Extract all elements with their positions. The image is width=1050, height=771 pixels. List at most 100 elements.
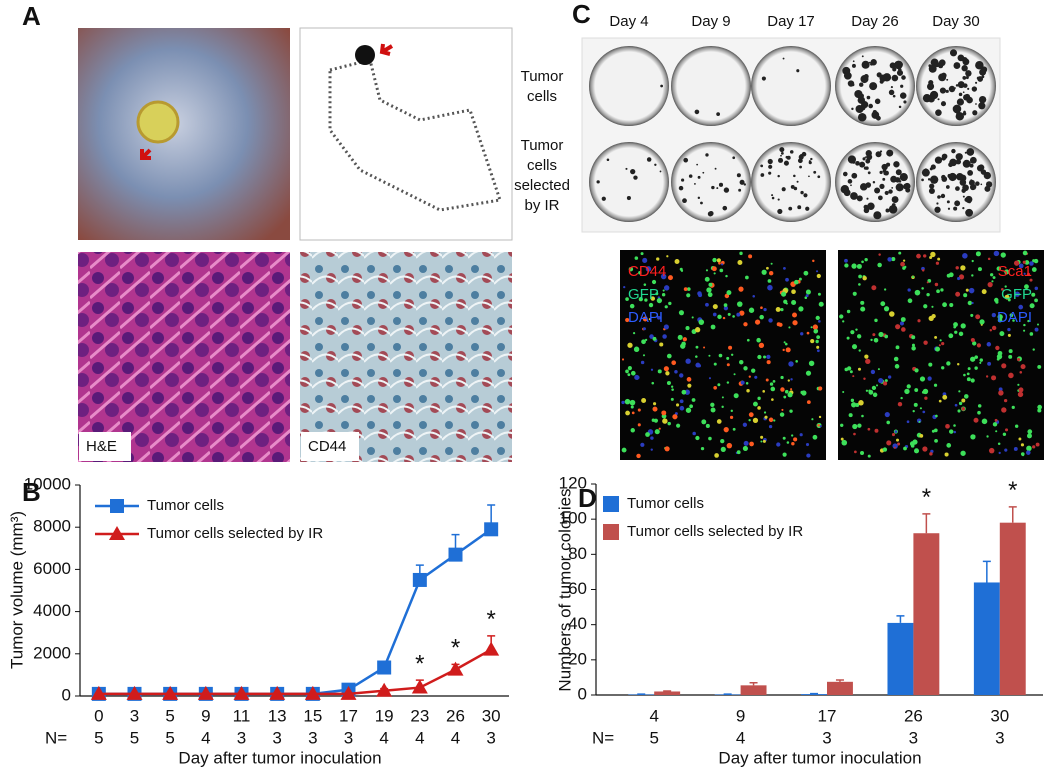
cell (642, 354, 646, 357)
cell (749, 441, 754, 447)
cell (1018, 437, 1022, 441)
colony (789, 150, 794, 154)
cell (898, 251, 902, 255)
cell (998, 451, 1001, 455)
colony (783, 160, 789, 166)
cell (811, 418, 814, 421)
cell (637, 408, 641, 412)
cell (805, 442, 810, 447)
stain-label: DAPI (997, 309, 1032, 326)
cell (970, 337, 975, 343)
cell (975, 251, 981, 257)
colony (760, 174, 763, 177)
colony (895, 169, 902, 176)
cell (864, 354, 869, 359)
cell (935, 346, 941, 352)
cell (967, 300, 973, 306)
colony (966, 96, 973, 104)
cell (1020, 452, 1025, 456)
cell (742, 445, 748, 452)
colony (929, 90, 939, 100)
colony (630, 169, 636, 175)
cell (663, 366, 669, 372)
colony (871, 111, 880, 119)
x-tick-label: 15 (303, 706, 322, 725)
colony (682, 198, 687, 204)
colony (886, 162, 891, 167)
cell (666, 380, 671, 385)
colony (975, 181, 980, 186)
n-value: 3 (995, 728, 1004, 747)
colony (859, 82, 864, 87)
bar (740, 685, 767, 695)
cell (670, 385, 674, 388)
cell (965, 288, 969, 292)
colony (678, 185, 684, 191)
legend-marker (109, 526, 125, 540)
cell (877, 368, 880, 371)
cell (939, 339, 942, 342)
cell (723, 306, 729, 311)
x-tick-label: 19 (375, 706, 394, 725)
panel-label: A (22, 1, 41, 31)
cell (1026, 445, 1032, 452)
colony (714, 167, 717, 170)
cell (986, 342, 992, 347)
cell (722, 316, 726, 320)
colony (946, 200, 950, 204)
cell (818, 320, 821, 323)
cell (991, 280, 994, 283)
cell (746, 389, 750, 393)
colony (879, 183, 885, 189)
cell (856, 334, 862, 339)
cell (887, 257, 892, 262)
cell (628, 266, 634, 272)
cell (953, 430, 957, 434)
colony (777, 208, 783, 215)
cell (729, 415, 734, 420)
colony (965, 70, 972, 77)
cell (817, 423, 820, 427)
cell (799, 277, 802, 281)
colony (873, 211, 882, 220)
colony (934, 156, 943, 164)
cell (642, 327, 646, 331)
cell (904, 265, 907, 269)
legend-label: Tumor cells selected by IR (147, 525, 323, 542)
cell (1029, 332, 1034, 336)
colony (817, 175, 821, 179)
x-tick-label: 5 (165, 706, 174, 725)
cell (674, 370, 678, 374)
cell (726, 356, 730, 360)
cell (1031, 267, 1037, 272)
cell (882, 447, 888, 452)
cell (970, 378, 975, 383)
mouse-photo (78, 28, 290, 240)
cell (667, 421, 671, 426)
cell (957, 277, 961, 281)
colony (861, 101, 869, 109)
cell (973, 417, 979, 423)
colony (964, 151, 967, 154)
bar (801, 694, 827, 695)
colony (859, 161, 866, 168)
cell (805, 294, 809, 298)
cell (674, 258, 680, 264)
n-value: 4 (415, 728, 424, 747)
cell (865, 358, 871, 365)
cell (648, 318, 651, 321)
cell (867, 454, 871, 458)
cell (852, 291, 857, 296)
cell (998, 387, 1003, 392)
cell (629, 399, 636, 406)
y-tick-label: 100 (559, 509, 587, 528)
colony (879, 170, 883, 175)
panel-label: B (22, 477, 41, 507)
cell (968, 287, 975, 294)
arrow (379, 43, 394, 56)
colony (779, 147, 785, 153)
column-header: Day 30 (932, 13, 980, 30)
colony (866, 153, 873, 161)
cell (923, 254, 927, 258)
cell (957, 409, 961, 413)
